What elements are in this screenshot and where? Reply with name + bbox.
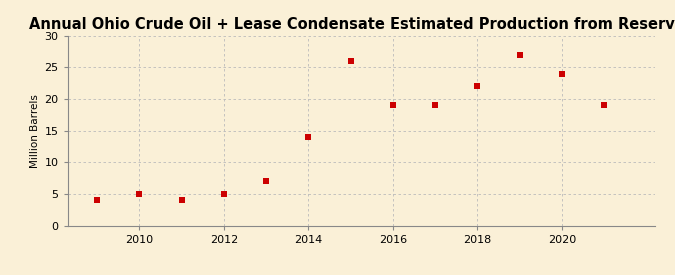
- Point: [556, 72, 567, 76]
- Point: [345, 59, 356, 63]
- Point: [176, 198, 187, 202]
- Point: [599, 103, 610, 108]
- Point: [472, 84, 483, 89]
- Point: [261, 179, 271, 183]
- Point: [303, 135, 314, 139]
- Point: [134, 192, 144, 196]
- Y-axis label: Million Barrels: Million Barrels: [30, 94, 40, 167]
- Point: [430, 103, 441, 108]
- Point: [219, 192, 230, 196]
- Point: [514, 53, 525, 57]
- Title: Annual Ohio Crude Oil + Lease Condensate Estimated Production from Reserves: Annual Ohio Crude Oil + Lease Condensate…: [29, 17, 675, 32]
- Point: [92, 198, 103, 202]
- Point: [387, 103, 398, 108]
